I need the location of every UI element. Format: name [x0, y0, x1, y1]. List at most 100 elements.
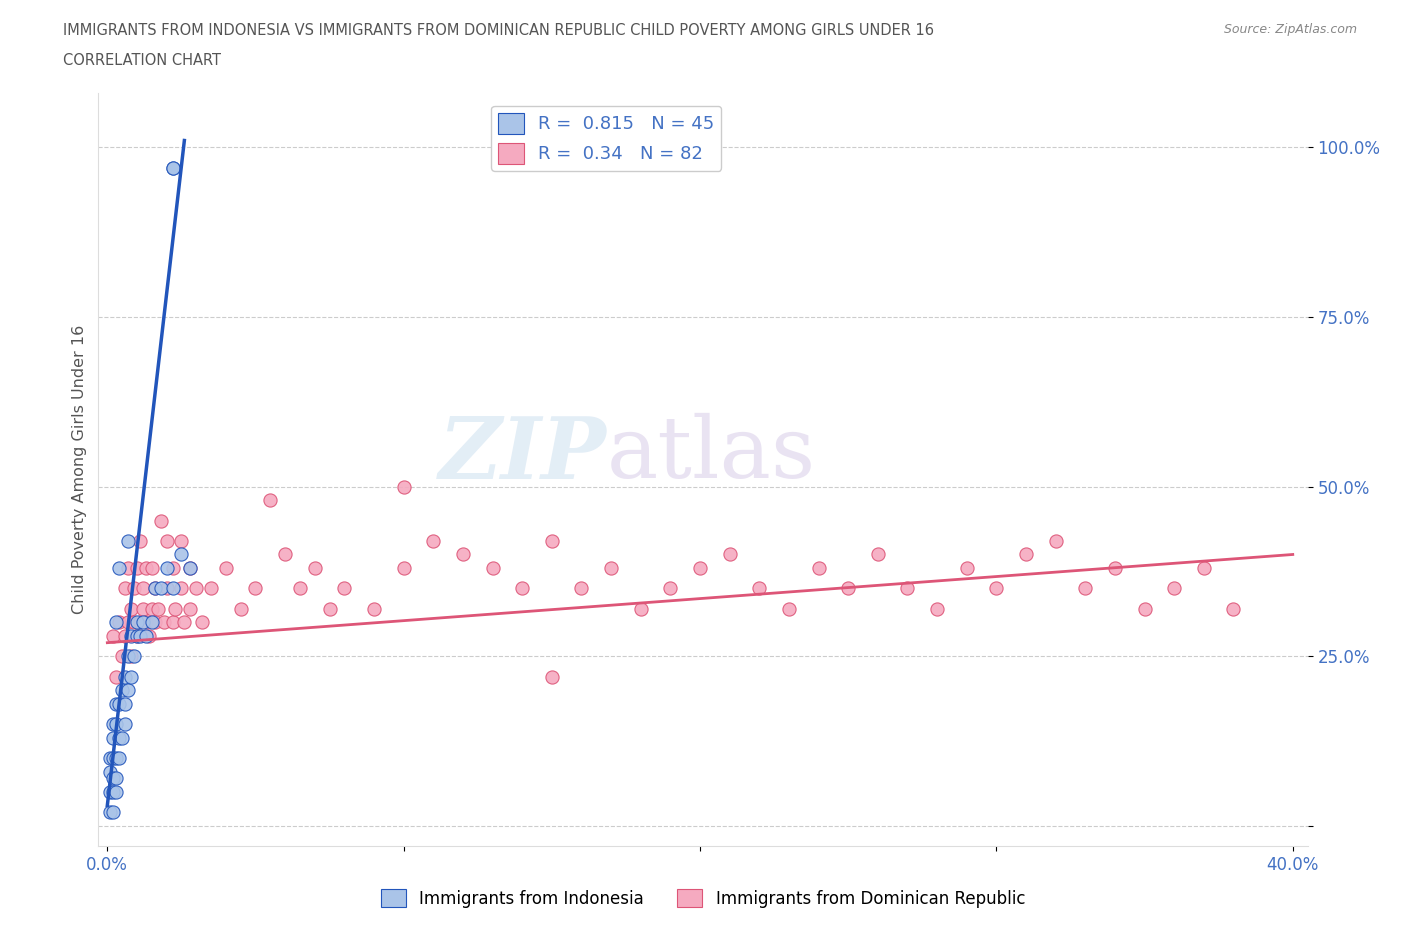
Point	[807, 561, 830, 576]
Point	[103, 785, 125, 800]
Point	[165, 602, 187, 617]
Point	[129, 629, 152, 644]
Point	[162, 160, 184, 175]
Point	[571, 581, 593, 596]
Point	[200, 581, 222, 596]
Point	[229, 602, 252, 617]
Legend: Immigrants from Indonesia, Immigrants from Dominican Republic: Immigrants from Indonesia, Immigrants fr…	[374, 883, 1032, 914]
Point	[129, 534, 152, 549]
Point	[103, 730, 125, 745]
Point	[143, 615, 166, 630]
Point	[132, 602, 155, 617]
Point	[173, 615, 195, 630]
Point	[540, 670, 562, 684]
Point	[138, 629, 160, 644]
Point	[179, 602, 201, 617]
Point	[120, 629, 142, 644]
Point	[748, 581, 770, 596]
Point	[146, 602, 169, 617]
Point	[108, 730, 131, 745]
Point	[259, 493, 281, 508]
Text: ZIP: ZIP	[439, 413, 606, 497]
Point	[186, 581, 208, 596]
Point	[114, 629, 136, 644]
Point	[103, 805, 125, 820]
Point	[1104, 561, 1126, 576]
Point	[103, 771, 125, 786]
Point	[105, 615, 128, 630]
Point	[245, 581, 267, 596]
Point	[132, 615, 155, 630]
Point	[122, 581, 145, 596]
Point	[155, 561, 177, 576]
Text: atlas: atlas	[606, 413, 815, 497]
Point	[122, 615, 145, 630]
Point	[1133, 602, 1156, 617]
Point	[179, 561, 201, 576]
Point	[540, 534, 562, 549]
Point	[114, 717, 136, 732]
Point	[114, 670, 136, 684]
Y-axis label: Child Poverty Among Girls Under 16: Child Poverty Among Girls Under 16	[72, 325, 87, 615]
Point	[956, 561, 979, 576]
Point	[600, 561, 623, 576]
Point	[659, 581, 682, 596]
Point	[125, 561, 148, 576]
Point	[111, 730, 134, 745]
Point	[103, 629, 125, 644]
Point	[143, 581, 166, 596]
Point	[422, 534, 444, 549]
Point	[135, 615, 157, 630]
Point	[162, 561, 184, 576]
Point	[451, 547, 474, 562]
Point	[117, 683, 139, 698]
Point	[1192, 561, 1215, 576]
Point	[1015, 547, 1038, 562]
Point	[135, 561, 157, 576]
Point	[392, 479, 415, 494]
Point	[105, 751, 128, 765]
Point	[103, 751, 125, 765]
Point	[117, 561, 139, 576]
Point	[105, 771, 128, 786]
Point	[191, 615, 214, 630]
Point	[98, 751, 121, 765]
Point	[98, 764, 121, 779]
Point	[363, 602, 385, 617]
Point	[392, 561, 415, 576]
Point	[132, 581, 155, 596]
Text: IMMIGRANTS FROM INDONESIA VS IMMIGRANTS FROM DOMINICAN REPUBLIC CHILD POVERTY AM: IMMIGRANTS FROM INDONESIA VS IMMIGRANTS …	[63, 23, 934, 38]
Point	[129, 615, 152, 630]
Point	[125, 629, 148, 644]
Point	[318, 602, 340, 617]
Point	[114, 697, 136, 711]
Point	[170, 581, 193, 596]
Point	[149, 513, 172, 528]
Point	[1045, 534, 1067, 549]
Point	[125, 629, 148, 644]
Point	[510, 581, 533, 596]
Point	[170, 547, 193, 562]
Point	[866, 547, 889, 562]
Point	[837, 581, 859, 596]
Point	[120, 670, 142, 684]
Point	[125, 615, 148, 630]
Point	[155, 581, 177, 596]
Point	[986, 581, 1008, 596]
Point	[215, 561, 238, 576]
Point	[1163, 581, 1185, 596]
Point	[135, 629, 157, 644]
Point	[162, 160, 184, 175]
Point	[120, 649, 142, 664]
Point	[1074, 581, 1097, 596]
Point	[1222, 602, 1244, 617]
Point	[170, 534, 193, 549]
Text: Source: ZipAtlas.com: Source: ZipAtlas.com	[1223, 23, 1357, 36]
Point	[689, 561, 711, 576]
Point	[927, 602, 949, 617]
Point	[120, 602, 142, 617]
Point	[141, 561, 163, 576]
Point	[105, 717, 128, 732]
Point	[105, 697, 128, 711]
Point	[108, 697, 131, 711]
